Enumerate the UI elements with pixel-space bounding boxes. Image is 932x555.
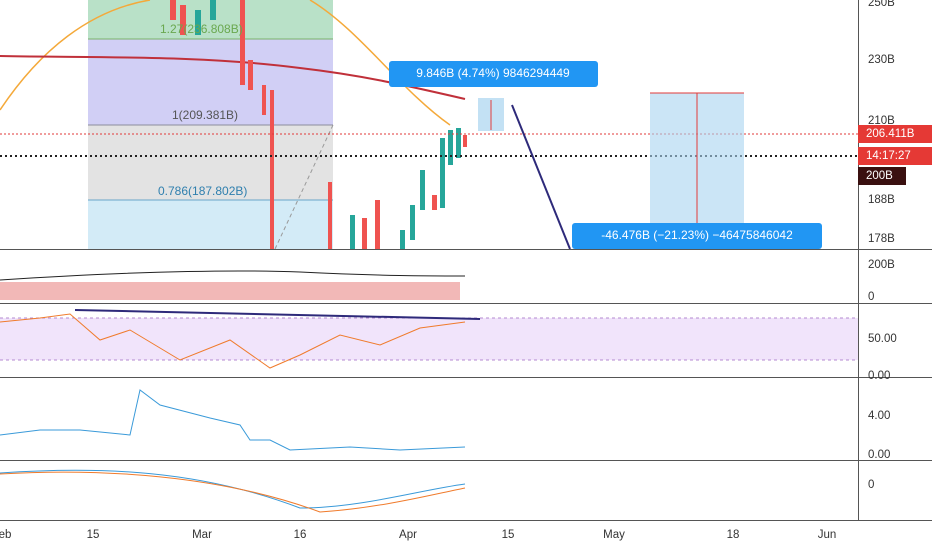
axis-label: 0.00 — [868, 449, 890, 461]
axis-label: 230B — [868, 54, 895, 66]
candles — [170, 0, 467, 249]
price-tag — [858, 125, 932, 143]
fib-label: 1.27(236.808B) — [160, 22, 243, 36]
date-label: Jun — [818, 529, 837, 541]
rsi-band — [0, 318, 858, 360]
date-label: 15 — [502, 529, 515, 541]
axis-label: 210B — [868, 115, 895, 127]
signal-line — [0, 471, 466, 513]
date-label: May — [603, 529, 625, 541]
date-label: 16 — [294, 529, 307, 541]
axis-label: 0 — [868, 479, 874, 491]
axis-label: 50.00 — [868, 333, 897, 345]
date-label: Mar — [192, 529, 212, 541]
current-price: 206.411B — [866, 128, 915, 140]
measure-label-box — [389, 61, 598, 87]
date-label: 15 — [87, 529, 100, 541]
fib-label: 0.786(187.802B) — [158, 184, 247, 198]
axis-label: 0 — [868, 291, 874, 303]
divergence-line — [74, 309, 481, 320]
measure-label-box — [572, 223, 822, 249]
fib-zone — [88, 125, 333, 200]
measure-label: 9.846B (4.74%) 9846294449 — [416, 66, 570, 80]
axis-label: 188B — [868, 194, 895, 206]
rsi-line — [0, 313, 466, 369]
pane-separators — [0, 0, 932, 521]
axis-label: 250B — [868, 0, 895, 9]
fib-zone — [88, 200, 333, 249]
fib-zone — [88, 39, 333, 125]
axis-label: 200B — [868, 259, 895, 271]
countdown: 14:17:27 — [866, 150, 911, 162]
macd-line — [0, 469, 466, 509]
date-label: Apr — [399, 529, 417, 541]
fib-label: 1(209.381B) — [172, 108, 238, 122]
date-label: eb — [0, 529, 11, 541]
indicator-line — [0, 389, 466, 451]
trend-line — [274, 124, 334, 250]
ma-line — [0, 0, 451, 126]
axis-label: 178B — [868, 233, 895, 245]
measure-label: -46.476B (−21.23%) −46475846042 — [601, 228, 793, 242]
volume-ma — [0, 270, 466, 281]
countdown-tag — [858, 147, 932, 165]
marked-level: 200B — [866, 170, 893, 182]
date-label: 18 — [727, 529, 740, 541]
projection-line — [511, 104, 571, 250]
axis-label: 0.00 — [868, 370, 890, 382]
level-tag — [858, 167, 906, 185]
axis-label: 4.00 — [868, 410, 890, 422]
volume-bars — [0, 282, 460, 300]
